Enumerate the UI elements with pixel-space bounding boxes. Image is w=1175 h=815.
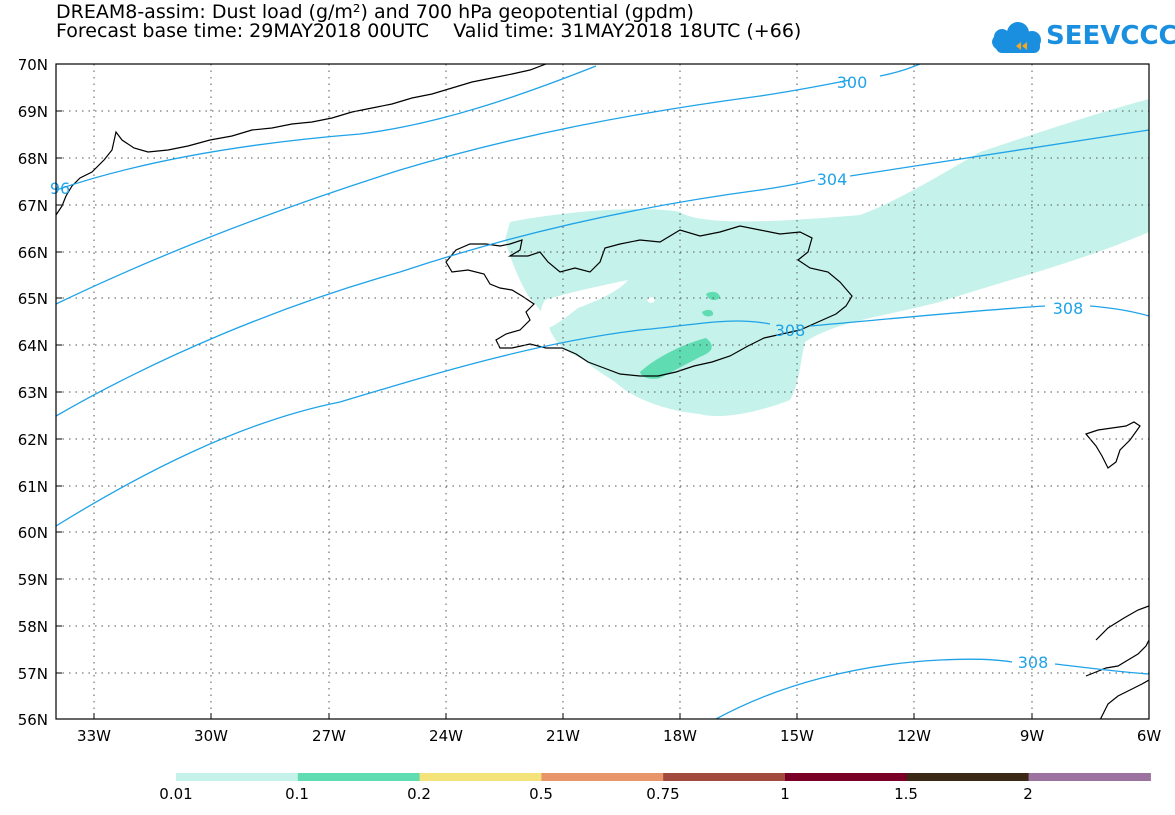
colorbar-swatch <box>176 773 299 781</box>
contour-label: 304 <box>817 170 848 189</box>
colorbar-label: 0.01 <box>159 785 192 803</box>
tick-marks <box>56 110 1033 719</box>
lat-label: 65N <box>18 290 48 308</box>
contour-label: 308 <box>775 321 806 340</box>
cloud-icon <box>992 22 1041 53</box>
colorbar-swatch <box>419 773 542 781</box>
colorbar-swatch <box>1028 773 1151 781</box>
lon-label: 18W <box>663 727 697 745</box>
colorbar-label: 0.75 <box>646 785 679 803</box>
coastlines <box>56 64 1149 719</box>
colorbar-swatches <box>176 773 1151 781</box>
contour-296 <box>56 65 597 191</box>
chart-title: DREAM8-assim: Dust load (g/m²) and 700 h… <box>56 1 694 23</box>
lat-label: 61N <box>18 478 48 496</box>
lat-label: 58N <box>18 618 48 636</box>
clear-patch <box>540 280 628 328</box>
dust-core-2 <box>706 291 720 301</box>
logo-text: SEEVCCC <box>1046 21 1175 51</box>
lat-label: 66N <box>18 244 48 262</box>
lat-label: 70N <box>18 56 48 74</box>
contour-308-north <box>56 305 1149 527</box>
colorbar-swatch <box>785 773 908 781</box>
contour-300 <box>56 64 921 305</box>
graticule <box>56 64 1149 719</box>
colorbar-label: 1.5 <box>894 785 918 803</box>
seevccc-logo <box>992 22 1041 53</box>
greenland-coastline <box>56 64 547 216</box>
colorbar-label: 1 <box>780 785 790 803</box>
colorbar-label: 0.2 <box>407 785 431 803</box>
dust-plume-low <box>505 99 1149 417</box>
dust-core-1 <box>640 338 712 379</box>
lon-label: 15W <box>780 727 814 745</box>
contour-labels: 300 304 308 308 308 96 <box>50 73 1083 672</box>
scotland-coastline <box>1085 605 1149 719</box>
colorbar-swatch <box>541 773 664 781</box>
colorbar-swatch <box>906 773 1030 781</box>
dust-load-field <box>505 99 1149 417</box>
latitude-labels: 70N 69N 68N 67N 66N 65N 64N 63N 62N 61N … <box>18 56 48 729</box>
lat-label: 60N <box>18 524 48 542</box>
colorbar-label: 2 <box>1023 785 1033 803</box>
lat-label: 68N <box>18 150 48 168</box>
lon-label: 9W <box>1020 727 1045 745</box>
lat-label: 67N <box>18 197 48 215</box>
geopotential-contours <box>56 64 1149 719</box>
colorbar-label: 0.1 <box>285 785 309 803</box>
forecast-times: Forecast base time: 29MAY2018 00UTC Vali… <box>56 20 802 42</box>
lon-label: 6W <box>1137 727 1162 745</box>
dust-core-3 <box>702 309 714 317</box>
contour-308-south <box>715 658 1149 719</box>
iceland-coastline <box>445 225 853 377</box>
contour-label: 96 <box>50 179 70 198</box>
lon-label: 30W <box>194 727 228 745</box>
lat-label: 56N <box>18 711 48 729</box>
lon-label: 12W <box>897 727 931 745</box>
colorbar-swatch <box>663 773 786 781</box>
lon-label: 27W <box>312 727 346 745</box>
clear-patch-2 <box>647 297 655 303</box>
lat-label: 64N <box>18 337 48 355</box>
contour-label: 308 <box>1018 653 1049 672</box>
contour-label: 308 <box>1053 299 1084 318</box>
lat-label: 62N <box>18 431 48 449</box>
faroe-islands <box>1084 421 1141 469</box>
colorbar-labels: 0.01 0.1 0.2 0.5 0.75 1 1.5 2 <box>159 785 1032 803</box>
map-panel: 300 304 308 308 308 96 33W 30W 27W 24W 2… <box>18 56 1162 745</box>
contour-304 <box>56 129 1149 417</box>
lon-label: 33W <box>77 727 111 745</box>
lat-label: 59N <box>18 571 48 589</box>
lat-label: 69N <box>18 103 48 121</box>
longitude-labels: 33W 30W 27W 24W 21W 18W 15W 12W 9W 6W <box>77 727 1161 745</box>
lon-label: 24W <box>429 727 463 745</box>
contour-label: 300 <box>837 73 868 92</box>
colorbar-label: 0.5 <box>529 785 553 803</box>
lat-label: 57N <box>18 665 48 683</box>
lat-label: 63N <box>18 384 48 402</box>
colorbar-swatch <box>297 773 421 781</box>
lon-label: 21W <box>546 727 580 745</box>
